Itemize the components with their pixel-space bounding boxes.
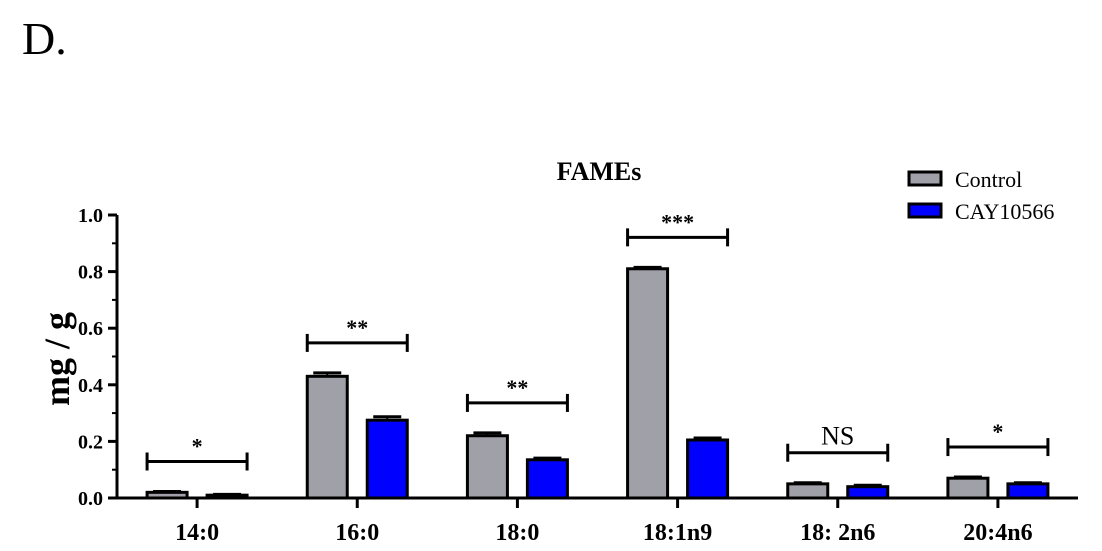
x-tick-label: 20:4n6 xyxy=(963,520,1032,546)
legend: Control CAY10566 xyxy=(907,167,1054,224)
y-tick-label: 0.0 xyxy=(78,488,103,510)
x-tick-label: 18:1n9 xyxy=(643,520,712,546)
legend-swatch xyxy=(907,170,943,187)
panel-label: D. xyxy=(22,13,67,64)
significance-label: * xyxy=(192,433,203,458)
legend-label: Control xyxy=(955,167,1022,192)
significance-label: *** xyxy=(661,209,694,234)
significance-label: ** xyxy=(506,375,528,400)
x-tick-label: 16:0 xyxy=(335,520,379,546)
significance-label: * xyxy=(992,419,1003,444)
x-tick-label: 18: 2n6 xyxy=(800,520,875,546)
bar xyxy=(786,482,830,500)
bar xyxy=(525,458,569,500)
significance-label: ** xyxy=(346,315,368,340)
y-tick-label: 0.6 xyxy=(78,318,103,340)
legend-swatch xyxy=(907,202,943,219)
y-tick-label: 0.2 xyxy=(78,431,103,453)
bar xyxy=(946,476,990,500)
x-tick-label: 18:0 xyxy=(495,520,539,546)
y-tick-label: 0.4 xyxy=(78,375,103,397)
bar xyxy=(465,434,509,500)
bar xyxy=(305,374,349,500)
chart-title: FAMEs xyxy=(557,157,642,186)
significance-label: NS xyxy=(821,422,854,451)
bar xyxy=(365,418,409,500)
bar xyxy=(626,267,670,500)
y-axis-label: mg / g xyxy=(37,312,77,406)
bar xyxy=(1006,482,1050,500)
bar xyxy=(846,485,890,500)
plot-area: * 14:0 ** 16:0 ** 18:0 *** 18:1n9 NS 18: 2n6 * 20:4… xyxy=(78,205,1078,546)
y-tick-label: 0.8 xyxy=(78,262,103,284)
y-tick-label: 1.0 xyxy=(78,205,103,227)
bar xyxy=(686,438,730,500)
legend-label: CAY10566 xyxy=(955,199,1054,224)
x-tick-label: 14:0 xyxy=(175,520,219,546)
